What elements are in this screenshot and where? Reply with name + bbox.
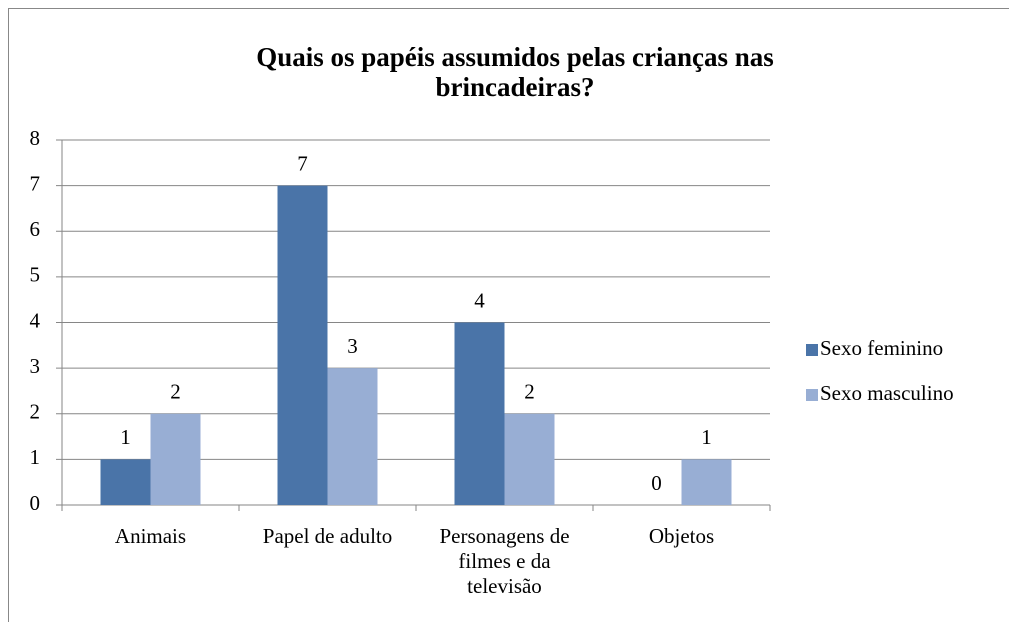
x-tick-label: Papel de adulto — [263, 524, 392, 548]
data-label: 1 — [701, 425, 712, 449]
legend-swatch — [806, 344, 818, 356]
bar — [504, 413, 555, 505]
y-tick-label: 4 — [30, 308, 41, 332]
data-label: 7 — [297, 151, 308, 175]
bar — [327, 368, 378, 505]
chart-frame — [8, 8, 1009, 622]
data-label: 2 — [524, 380, 535, 404]
data-label: 4 — [474, 288, 485, 312]
data-label: 1 — [120, 425, 131, 449]
y-tick-label: 2 — [30, 400, 41, 424]
data-label: 0 — [651, 471, 662, 495]
y-tick-label: 1 — [30, 445, 41, 469]
legend-swatch — [806, 389, 818, 401]
bar — [681, 459, 732, 505]
data-label: 2 — [170, 380, 181, 404]
x-tick-label: Objetos — [649, 524, 714, 548]
legend-label: Sexo feminino — [820, 336, 943, 360]
bar — [454, 322, 505, 505]
legend-label: Sexo masculino — [820, 381, 954, 405]
x-tick-label: Animais — [115, 524, 186, 548]
y-tick-label: 7 — [30, 171, 41, 195]
x-tick-label: Personagens de filmes e da televisão — [439, 524, 569, 598]
chart-title: Quais os papéis assumidos pelas crianças… — [256, 42, 774, 102]
bar — [150, 413, 201, 505]
data-label: 3 — [347, 334, 358, 358]
y-tick-label: 5 — [30, 263, 41, 287]
y-tick-label: 6 — [30, 217, 41, 241]
y-tick-label: 0 — [30, 491, 41, 515]
y-tick-label: 3 — [30, 354, 41, 378]
bar — [277, 185, 328, 505]
y-tick-label: 8 — [30, 126, 41, 150]
bar — [100, 459, 151, 505]
